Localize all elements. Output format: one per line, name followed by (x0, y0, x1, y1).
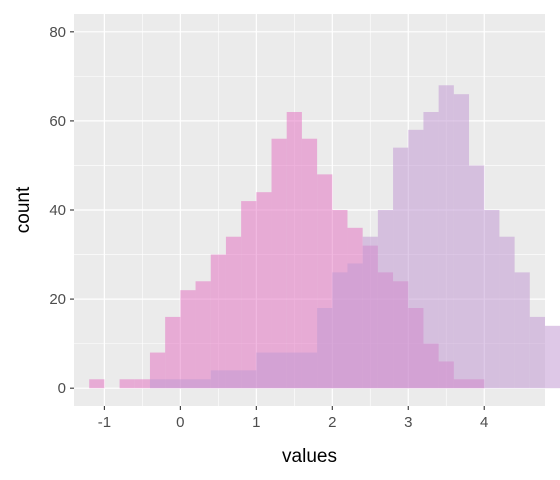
histogram-bar-series-3 (484, 210, 500, 389)
histogram-bar-series-3 (529, 316, 545, 389)
histogram-bar-series-1 (134, 379, 150, 389)
histogram-bar-series-1 (241, 201, 257, 389)
histogram-bar-series-1 (89, 379, 105, 389)
x-tick-label: 1 (252, 414, 260, 431)
histogram-bar-series-3 (210, 370, 226, 389)
histogram-bar-series-3 (545, 325, 560, 389)
x-tick-label: 4 (480, 414, 488, 431)
histogram-bar-series-3 (317, 308, 333, 389)
histogram-bar-series-1 (210, 254, 226, 389)
histogram-bar-series-3 (514, 272, 530, 389)
histogram-bar-series-3 (423, 112, 439, 389)
y-axis: 0 20 40 60 80 (49, 24, 74, 397)
histogram-bar-series-1 (256, 192, 272, 389)
histogram-bar-series-3 (499, 236, 515, 389)
x-tick-label: 3 (404, 414, 412, 431)
histogram-bar-series-3 (332, 272, 348, 389)
histogram-bar-series-1 (271, 138, 287, 389)
histogram-bar-series-3 (195, 379, 211, 389)
histogram-bar-series-1 (149, 352, 166, 389)
histogram-bar-series-1 (119, 379, 135, 389)
histogram-bar-series-3 (301, 352, 318, 389)
y-tick-label: 40 (49, 202, 66, 219)
x-tick-label: -1 (98, 414, 111, 431)
histogram-bar-series-3 (469, 165, 485, 389)
histogram-bar-series-1 (301, 138, 318, 389)
histogram-bar-series-3 (256, 352, 272, 389)
histogram-bar-series-1 (286, 112, 302, 389)
histogram-bar-series-3 (271, 352, 287, 389)
histogram-bar-series-3 (347, 263, 363, 389)
histogram-bar-series-3 (453, 94, 470, 389)
histogram-bar-series-1 (225, 236, 242, 389)
histogram-bar-series-3 (165, 379, 181, 389)
histogram-bar-series-3 (286, 352, 302, 389)
x-axis-title: values (282, 446, 337, 467)
y-tick-label: 60 (49, 113, 66, 130)
histogram-bar-series-1 (180, 290, 196, 389)
y-tick-label: 20 (49, 291, 66, 308)
histogram-bar-series-3 (241, 370, 257, 389)
histogram-bar-series-3 (225, 370, 242, 389)
histogram-bar-series-1 (165, 316, 181, 389)
histogram-bar-series-3 (393, 147, 409, 389)
x-tick-label: 2 (328, 414, 336, 431)
x-axis: -1 0 1 2 3 4 (98, 406, 488, 431)
histogram-bar-series-3 (438, 85, 454, 389)
histogram-bar-series-3 (377, 210, 394, 389)
y-axis-title: count (13, 186, 34, 233)
x-tick-label: 0 (176, 414, 184, 431)
histogram-bar-series-3 (149, 379, 166, 389)
histogram-bars (89, 85, 560, 389)
y-tick-label: 80 (49, 24, 66, 41)
histogram-bar-series-1 (195, 281, 211, 389)
histogram-bar-series-3 (408, 129, 424, 389)
histogram-bar-series-3 (362, 236, 378, 389)
y-tick-label: 0 (58, 380, 66, 397)
histogram-bar-series-3 (180, 379, 196, 389)
